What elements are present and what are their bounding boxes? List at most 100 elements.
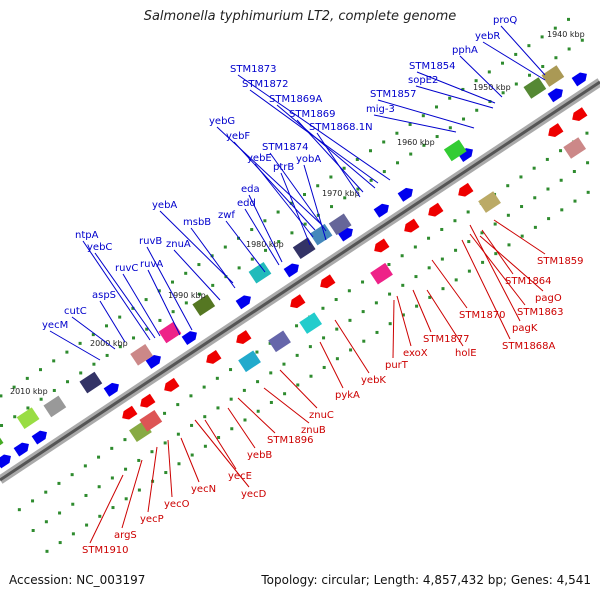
reverse-gene-label[interactable]: pagO (535, 293, 562, 304)
forward-gene-arrow[interactable] (181, 328, 200, 346)
reverse-gene-label[interactable]: STM1877 (423, 334, 470, 345)
forward-gene-label[interactable]: yebC (87, 242, 112, 253)
forward-gene-arrow[interactable] (397, 185, 416, 202)
gene-feature-block[interactable] (292, 237, 316, 260)
reverse-gene-label[interactable]: argS (114, 530, 137, 541)
forward-gene-label[interactable]: ptrB (273, 162, 294, 173)
forward-gene-label[interactable]: STM1869A (269, 94, 323, 105)
reverse-gene-arrow[interactable] (161, 377, 180, 395)
reverse-gene-label[interactable]: purT (385, 360, 409, 371)
gene-feature-block[interactable] (0, 431, 4, 453)
gene-feature-block[interactable] (158, 321, 182, 344)
reverse-gene-arrow[interactable] (569, 107, 588, 124)
gene-feature-block[interactable] (238, 350, 261, 373)
reverse-gene-arrow[interactable] (233, 330, 252, 347)
forward-gene-label[interactable]: STM1873 (230, 64, 277, 75)
forward-gene-label[interactable]: edd (237, 198, 256, 209)
forward-gene-label[interactable]: STM1857 (370, 89, 417, 100)
forward-gene-label[interactable]: STM1868.1N (309, 122, 373, 133)
reverse-gene-arrow[interactable] (371, 238, 390, 256)
gene-feature-block[interactable] (299, 312, 323, 334)
reverse-gene-arrow[interactable] (545, 123, 564, 140)
forward-gene-label[interactable]: ruvC (115, 263, 138, 274)
reverse-gene-label[interactable]: holE (455, 348, 477, 359)
forward-gene-label[interactable]: ruvA (140, 259, 163, 270)
gene-feature-block[interactable] (478, 191, 501, 213)
reverse-gene-label[interactable]: yebB (247, 450, 272, 461)
forward-gene-label[interactable]: STM1874 (262, 142, 309, 153)
forward-gene-label[interactable]: yebF (226, 131, 250, 142)
reverse-gene-label[interactable]: yecD (241, 489, 267, 500)
forward-gene-label[interactable]: yebE (247, 153, 272, 164)
reverse-gene-label[interactable]: yebK (361, 375, 386, 386)
forward-gene-label[interactable]: yebA (152, 200, 177, 211)
forward-gene-label[interactable]: ruvB (139, 236, 162, 247)
forward-gene-arrow[interactable] (0, 452, 14, 469)
reverse-gene-label[interactable]: STM1859 (537, 256, 584, 267)
forward-gene-label[interactable]: msbB (183, 217, 211, 228)
gene-feature-block[interactable] (16, 407, 40, 429)
forward-gene-label[interactable]: ntpA (75, 230, 99, 241)
reverse-gene-label[interactable]: STM1910 (82, 545, 129, 556)
gene-feature-block[interactable] (309, 223, 333, 246)
forward-gene-arrow[interactable] (547, 86, 566, 103)
forward-gene-arrow[interactable] (31, 428, 50, 445)
gene-feature-block[interactable] (443, 139, 467, 162)
gene-feature-block[interactable] (248, 261, 272, 284)
reverse-gene-arrow[interactable] (203, 349, 222, 367)
reverse-gene-arrow[interactable] (425, 202, 444, 220)
gene-feature-block[interactable] (268, 330, 291, 353)
forward-gene-label[interactable]: eda (241, 184, 260, 195)
forward-gene-label[interactable]: zwf (218, 210, 235, 221)
forward-gene-label[interactable]: STM1854 (409, 61, 456, 72)
forward-gene-label[interactable]: znuA (166, 239, 191, 250)
reverse-gene-arrow[interactable] (455, 182, 474, 200)
reverse-gene-arrow[interactable] (287, 294, 306, 311)
gene-feature-block[interactable] (192, 294, 216, 317)
reverse-gene-label[interactable]: STM1863 (517, 307, 564, 318)
forward-gene-arrow[interactable] (145, 352, 164, 369)
gene-feature-block[interactable] (563, 137, 587, 159)
reverse-gene-label[interactable]: yecP (140, 514, 164, 525)
gene-feature-block[interactable] (541, 65, 565, 87)
gene-feature-block[interactable] (43, 395, 67, 418)
reverse-gene-label[interactable]: pykA (335, 390, 360, 401)
reverse-gene-label[interactable]: yecE (228, 471, 252, 482)
forward-gene-label[interactable]: STM1869 (289, 109, 336, 120)
gene-feature-block[interactable] (370, 262, 393, 285)
reverse-gene-label[interactable]: STM1870 (459, 310, 506, 321)
reverse-gene-arrow[interactable] (119, 405, 138, 423)
forward-gene-label[interactable]: yecM (42, 320, 68, 331)
forward-gene-arrow[interactable] (283, 261, 302, 278)
forward-gene-label[interactable]: sopE2 (408, 75, 438, 86)
forward-gene-arrow[interactable] (235, 293, 254, 310)
forward-gene-label[interactable]: cutC (64, 306, 87, 317)
forward-gene-label[interactable]: yebG (209, 116, 235, 127)
forward-gene-arrow[interactable] (571, 70, 590, 87)
gene-feature-block[interactable] (139, 409, 163, 432)
reverse-gene-label[interactable]: yecO (164, 499, 190, 510)
reverse-gene-label[interactable]: pagK (512, 323, 538, 334)
reverse-gene-label[interactable]: znuC (309, 410, 334, 421)
reverse-gene-label[interactable]: yecN (191, 484, 216, 495)
reverse-gene-label[interactable]: exoX (403, 348, 428, 359)
reverse-gene-arrow[interactable] (401, 218, 420, 236)
forward-gene-arrow[interactable] (13, 440, 32, 457)
gene-feature-block[interactable] (130, 344, 153, 366)
forward-gene-label[interactable]: aspS (92, 290, 116, 301)
gene-feature-block[interactable] (523, 77, 547, 99)
forward-gene-label[interactable]: STM1872 (242, 79, 289, 90)
reverse-gene-label[interactable]: STM1896 (267, 435, 314, 446)
reverse-gene-label[interactable]: STM1864 (505, 276, 552, 287)
reverse-gene-label[interactable]: znuB (301, 425, 326, 436)
gene-feature-block[interactable] (79, 371, 103, 394)
gene-feature-block[interactable] (328, 213, 352, 236)
reverse-gene-label[interactable]: STM1868A (502, 341, 556, 352)
reverse-gene-arrow[interactable] (137, 393, 156, 411)
forward-gene-label[interactable]: proQ (493, 15, 517, 26)
forward-gene-label[interactable]: yobA (296, 154, 321, 165)
forward-gene-label[interactable]: yebR (475, 31, 500, 42)
forward-gene-label[interactable]: pphA (452, 45, 478, 56)
reverse-gene-arrow[interactable] (317, 274, 336, 291)
forward-gene-arrow[interactable] (103, 380, 122, 397)
